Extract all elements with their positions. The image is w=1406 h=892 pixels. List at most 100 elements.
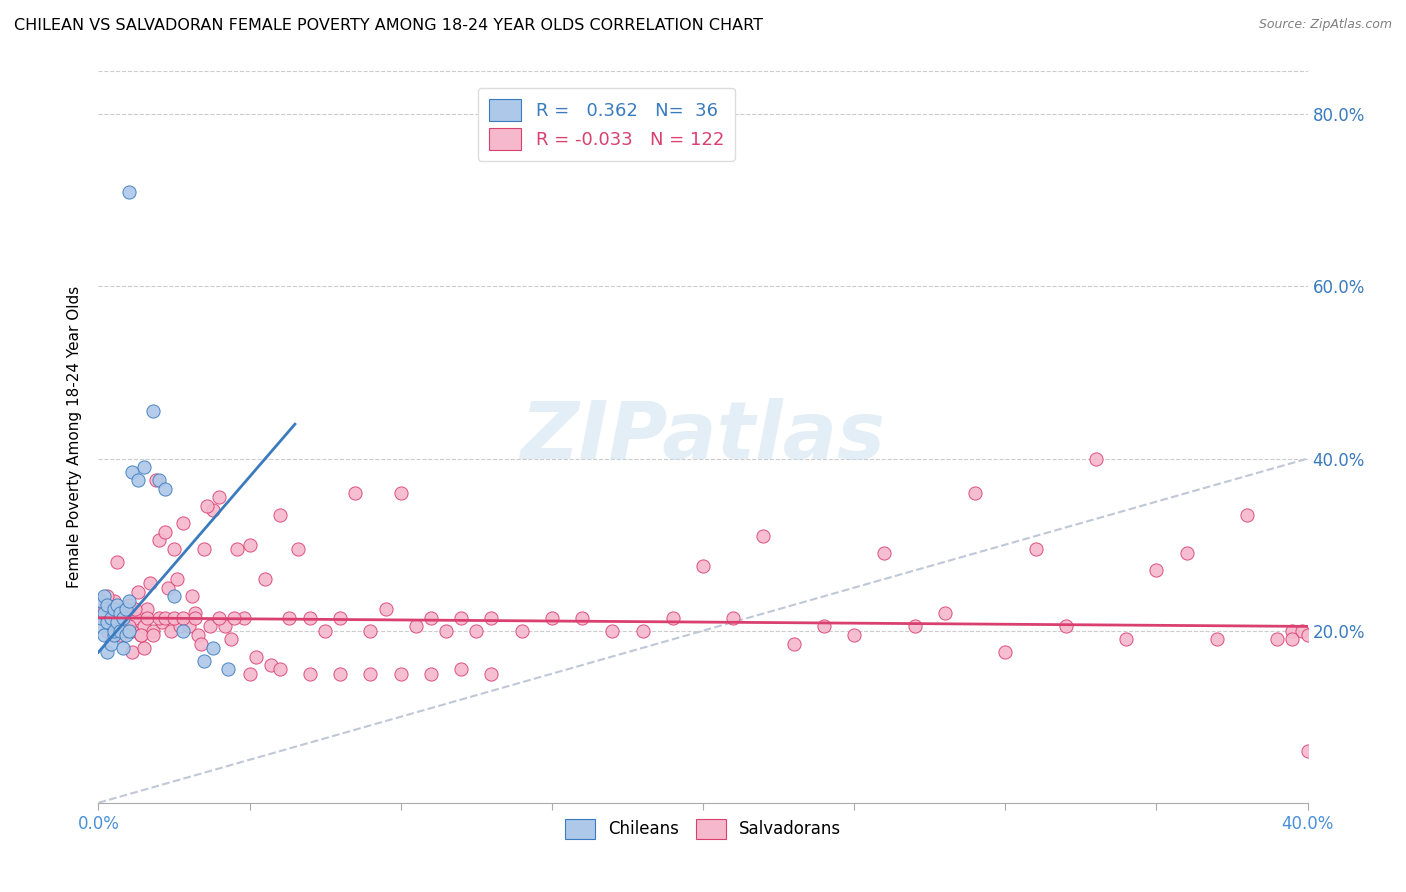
Point: [96, 624, 118, 638]
Point: [217, 662, 239, 676]
Point: [540, 611, 562, 625]
Point: [156, 581, 179, 595]
Point: [510, 624, 533, 638]
Point: [1144, 564, 1167, 578]
Point: [96, 598, 118, 612]
Point: [90, 611, 112, 625]
Point: [148, 611, 170, 625]
Point: [214, 619, 236, 633]
Point: [114, 628, 136, 642]
Point: [1291, 624, 1313, 638]
Point: [420, 611, 443, 625]
Point: [1206, 632, 1229, 647]
Point: [153, 611, 176, 625]
Point: [172, 611, 194, 625]
Point: [135, 602, 157, 616]
Point: [1296, 628, 1319, 642]
Point: [132, 640, 155, 655]
Point: [132, 460, 155, 475]
Point: [118, 185, 141, 199]
Point: [661, 611, 683, 625]
Point: [153, 524, 176, 539]
Point: [121, 624, 143, 638]
Point: [127, 473, 149, 487]
Point: [1024, 541, 1046, 556]
Point: [153, 482, 176, 496]
Point: [108, 607, 131, 621]
Point: [193, 654, 215, 668]
Point: [202, 640, 225, 655]
Point: [96, 615, 118, 629]
Point: [139, 576, 162, 591]
Point: [1281, 624, 1303, 638]
Point: [124, 611, 146, 625]
Point: [239, 538, 262, 552]
Point: [374, 602, 396, 616]
Point: [420, 666, 443, 681]
Point: [127, 585, 149, 599]
Point: [1085, 451, 1108, 466]
Point: [813, 619, 835, 633]
Point: [344, 486, 367, 500]
Point: [169, 619, 191, 633]
Point: [232, 611, 254, 625]
Point: [103, 624, 125, 638]
Point: [1115, 632, 1137, 647]
Point: [121, 465, 143, 479]
Point: [245, 649, 267, 664]
Point: [208, 491, 231, 505]
Point: [114, 611, 136, 625]
Y-axis label: Female Poverty Among 18-24 Year Olds: Female Poverty Among 18-24 Year Olds: [67, 286, 83, 588]
Point: [135, 611, 157, 625]
Point: [783, 637, 806, 651]
Point: [103, 628, 125, 642]
Point: [129, 628, 152, 642]
Point: [105, 598, 128, 612]
Text: ZIPatlas: ZIPatlas: [520, 398, 886, 476]
Point: [269, 508, 291, 522]
Point: [103, 628, 125, 642]
Point: [723, 611, 745, 625]
Point: [103, 602, 125, 616]
Point: [108, 607, 131, 621]
Point: [602, 624, 624, 638]
Point: [108, 628, 131, 642]
Point: [160, 624, 183, 638]
Point: [450, 611, 472, 625]
Point: [934, 607, 956, 621]
Point: [166, 572, 188, 586]
Point: [481, 611, 503, 625]
Point: [221, 632, 243, 647]
Point: [873, 546, 896, 560]
Point: [142, 624, 165, 638]
Point: [108, 624, 131, 638]
Point: [994, 645, 1017, 659]
Point: [118, 598, 141, 612]
Point: [904, 619, 927, 633]
Point: [90, 593, 112, 607]
Point: [314, 624, 336, 638]
Point: [329, 611, 352, 625]
Point: [163, 611, 186, 625]
Point: [193, 541, 215, 556]
Point: [360, 624, 382, 638]
Point: [360, 666, 382, 681]
Point: [118, 624, 141, 638]
Point: [571, 611, 593, 625]
Point: [239, 666, 262, 681]
Point: [111, 611, 134, 625]
Point: [184, 611, 207, 625]
Point: [93, 602, 115, 616]
Point: [90, 611, 112, 625]
Point: [181, 589, 204, 603]
Point: [208, 611, 231, 625]
Point: [105, 619, 128, 633]
Point: [202, 503, 225, 517]
Point: [226, 541, 249, 556]
Point: [132, 619, 155, 633]
Point: [114, 624, 136, 638]
Point: [148, 473, 170, 487]
Point: [299, 611, 322, 625]
Point: [105, 555, 128, 569]
Point: [253, 572, 276, 586]
